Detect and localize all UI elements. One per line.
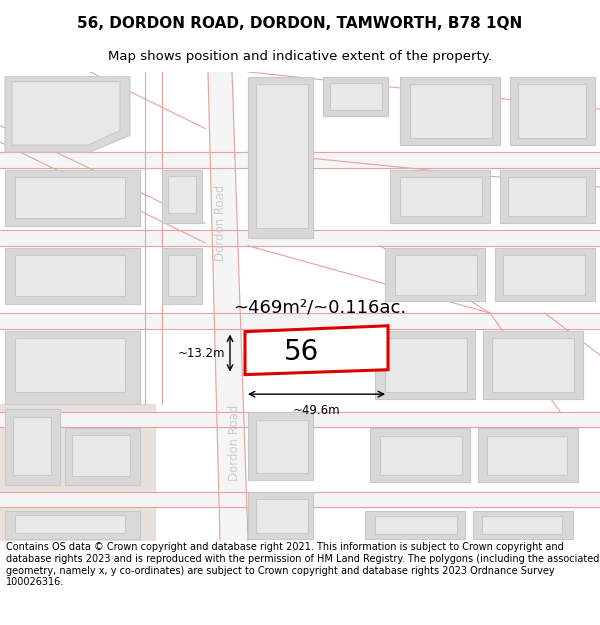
Bar [500,169,595,223]
Bar [395,256,477,294]
Polygon shape [0,313,600,329]
Bar [15,256,125,296]
Bar [5,169,140,226]
Bar [323,77,388,116]
Bar [248,77,313,238]
Bar [168,176,196,214]
Bar [248,492,313,539]
Bar [508,177,586,216]
Text: Contains OS data © Crown copyright and database right 2021. This information is : Contains OS data © Crown copyright and d… [6,542,599,588]
Polygon shape [245,326,388,374]
Bar [15,177,125,218]
Polygon shape [0,230,600,246]
Bar [256,84,308,228]
Bar [492,339,574,392]
Bar [375,516,457,534]
Bar [15,339,125,392]
Bar [390,169,490,223]
Bar [510,77,595,145]
Bar [5,248,140,304]
Bar [487,436,567,475]
Bar [330,82,382,110]
Text: Dordon Road: Dordon Road [214,185,227,261]
Bar [5,331,140,404]
Polygon shape [0,412,600,428]
Bar [15,515,125,532]
Bar [65,428,140,485]
Bar [256,499,308,532]
Text: ~49.6m: ~49.6m [293,404,340,417]
Bar [400,177,482,216]
Polygon shape [0,492,600,508]
Bar [400,77,500,145]
Text: Dordon Road: Dordon Road [227,405,241,481]
Bar [518,84,586,138]
Bar [13,417,51,475]
Polygon shape [0,152,600,168]
Bar [168,256,196,296]
Bar [5,511,140,539]
Bar [478,428,578,482]
Bar [72,435,130,476]
Polygon shape [12,82,120,145]
Bar [162,248,202,304]
Bar [365,511,465,539]
Bar [482,516,562,534]
Polygon shape [208,72,248,541]
Text: Map shows position and indicative extent of the property.: Map shows position and indicative extent… [108,49,492,62]
Bar [483,331,583,399]
Bar [248,412,313,480]
Text: 56, DORDON ROAD, DORDON, TAMWORTH, B78 1QN: 56, DORDON ROAD, DORDON, TAMWORTH, B78 1… [77,16,523,31]
Text: 56: 56 [284,338,319,366]
Bar [162,169,202,223]
Text: ~13.2m: ~13.2m [178,347,225,359]
Bar [503,256,585,294]
Bar [385,339,467,392]
Bar [375,331,475,399]
Bar [495,248,595,301]
Bar [385,248,485,301]
Bar [380,436,462,475]
Bar [5,409,60,485]
Text: ~469m²/~0.116ac.: ~469m²/~0.116ac. [233,298,407,316]
Bar [256,419,308,473]
Polygon shape [0,404,155,541]
Bar [370,428,470,482]
Bar [473,511,573,539]
Polygon shape [5,77,130,152]
Bar [410,84,492,138]
